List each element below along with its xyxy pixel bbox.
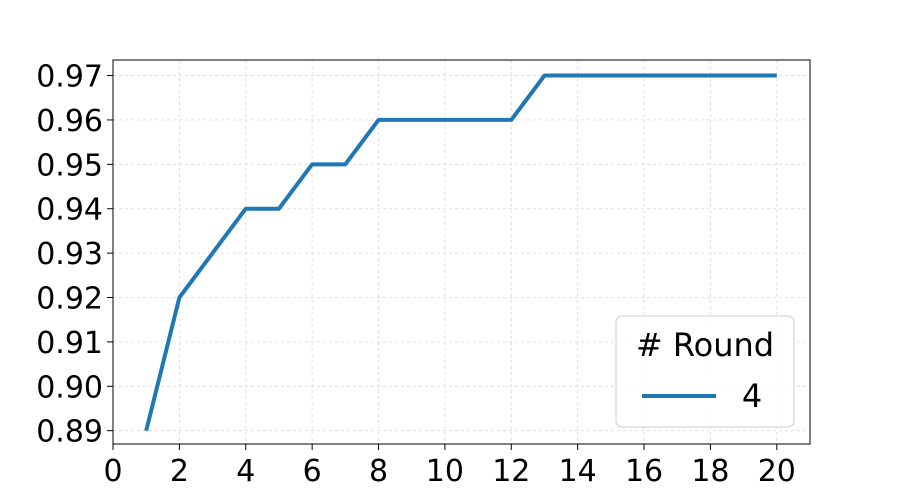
plot-frame [112, 59, 811, 445]
x-tick-label: 12 [492, 454, 530, 489]
y-tick-label: 0.91 [36, 326, 103, 361]
legend-title: # Round [636, 326, 774, 364]
y-tick-label: 0.89 [36, 415, 103, 450]
x-tick-label: 2 [170, 454, 189, 489]
x-tick-label: 16 [625, 454, 663, 489]
y-tick-label: 0.97 [36, 60, 103, 95]
y-tick-label: 0.90 [36, 370, 103, 405]
y-tick-label: 0.95 [36, 148, 103, 183]
x-tick-label: 8 [369, 454, 388, 489]
legend-label-series-1: 4 [742, 377, 762, 415]
x-tick-label: 18 [691, 454, 729, 489]
y-axis: 0.89 0.90 0.91 0.92 0.93 0.94 0.95 0.96 0.97 [36, 60, 113, 450]
series-layer [144, 73, 777, 432]
y-tick-label: 0.94 [36, 193, 103, 228]
x-tick-label: 4 [236, 454, 255, 489]
y-tick-label: 0.96 [36, 104, 103, 139]
x-tick-label: 20 [758, 454, 796, 489]
y-tick-label: 0.93 [36, 237, 103, 272]
legend: # Round 4 [615, 315, 795, 428]
x-tick-label: 10 [426, 454, 464, 489]
x-tick-label: 0 [103, 454, 122, 489]
series-line-1 [144, 73, 777, 432]
legend-box [615, 315, 795, 428]
x-tick-label: 6 [303, 454, 322, 489]
x-axis: 0 2 4 6 8 10 12 14 16 18 20 [103, 444, 796, 489]
y-tick-label: 0.92 [36, 282, 103, 317]
x-tick-label: 14 [559, 454, 597, 489]
